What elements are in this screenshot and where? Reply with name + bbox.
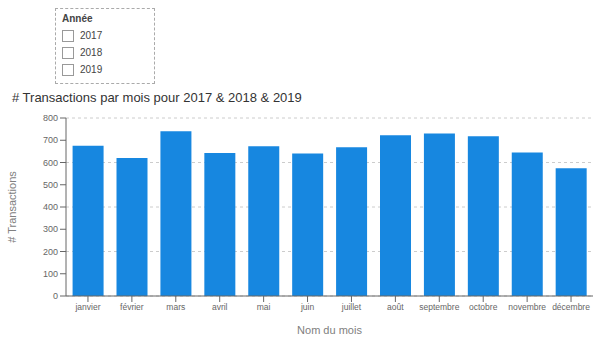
- svg-text:400: 400: [43, 202, 58, 212]
- svg-text:août: août: [387, 302, 404, 312]
- svg-text:300: 300: [43, 224, 58, 234]
- html-text:2019: 2019: [80, 64, 103, 75]
- svg-text:juin: juin: [300, 302, 315, 312]
- svg-text:mai: mai: [257, 302, 271, 312]
- svg-text:janvier: janvier: [74, 302, 100, 312]
- svg-text:juillet: juillet: [341, 302, 362, 312]
- svg-text:800: 800: [43, 113, 58, 123]
- svg-text:novembre: novembre: [508, 302, 546, 312]
- svg-text:200: 200: [43, 247, 58, 257]
- svg-text:500: 500: [43, 180, 58, 190]
- svg-text:décembre: décembre: [552, 302, 590, 312]
- html-text:Année: Année: [62, 13, 93, 24]
- svg-text:# Transactions: # Transactions: [6, 171, 18, 243]
- svg-text:0: 0: [53, 291, 58, 301]
- html-text:2018: 2018: [80, 47, 103, 58]
- html-text:2017: 2017: [80, 30, 103, 41]
- html-text:# Transactions par mois pour 2: # Transactions par mois pour 2017 & 2018…: [12, 90, 302, 105]
- svg-text:700: 700: [43, 135, 58, 145]
- svg-text:février: février: [120, 302, 144, 312]
- svg-text:mars: mars: [166, 302, 185, 312]
- svg-text:octobre: octobre: [469, 302, 498, 312]
- svg-text:Nom du mois: Nom du mois: [297, 324, 362, 336]
- svg-text:avril: avril: [212, 302, 228, 312]
- svg-text:septembre: septembre: [419, 302, 459, 312]
- svg-text:600: 600: [43, 158, 58, 168]
- svg-text:100: 100: [43, 269, 58, 279]
